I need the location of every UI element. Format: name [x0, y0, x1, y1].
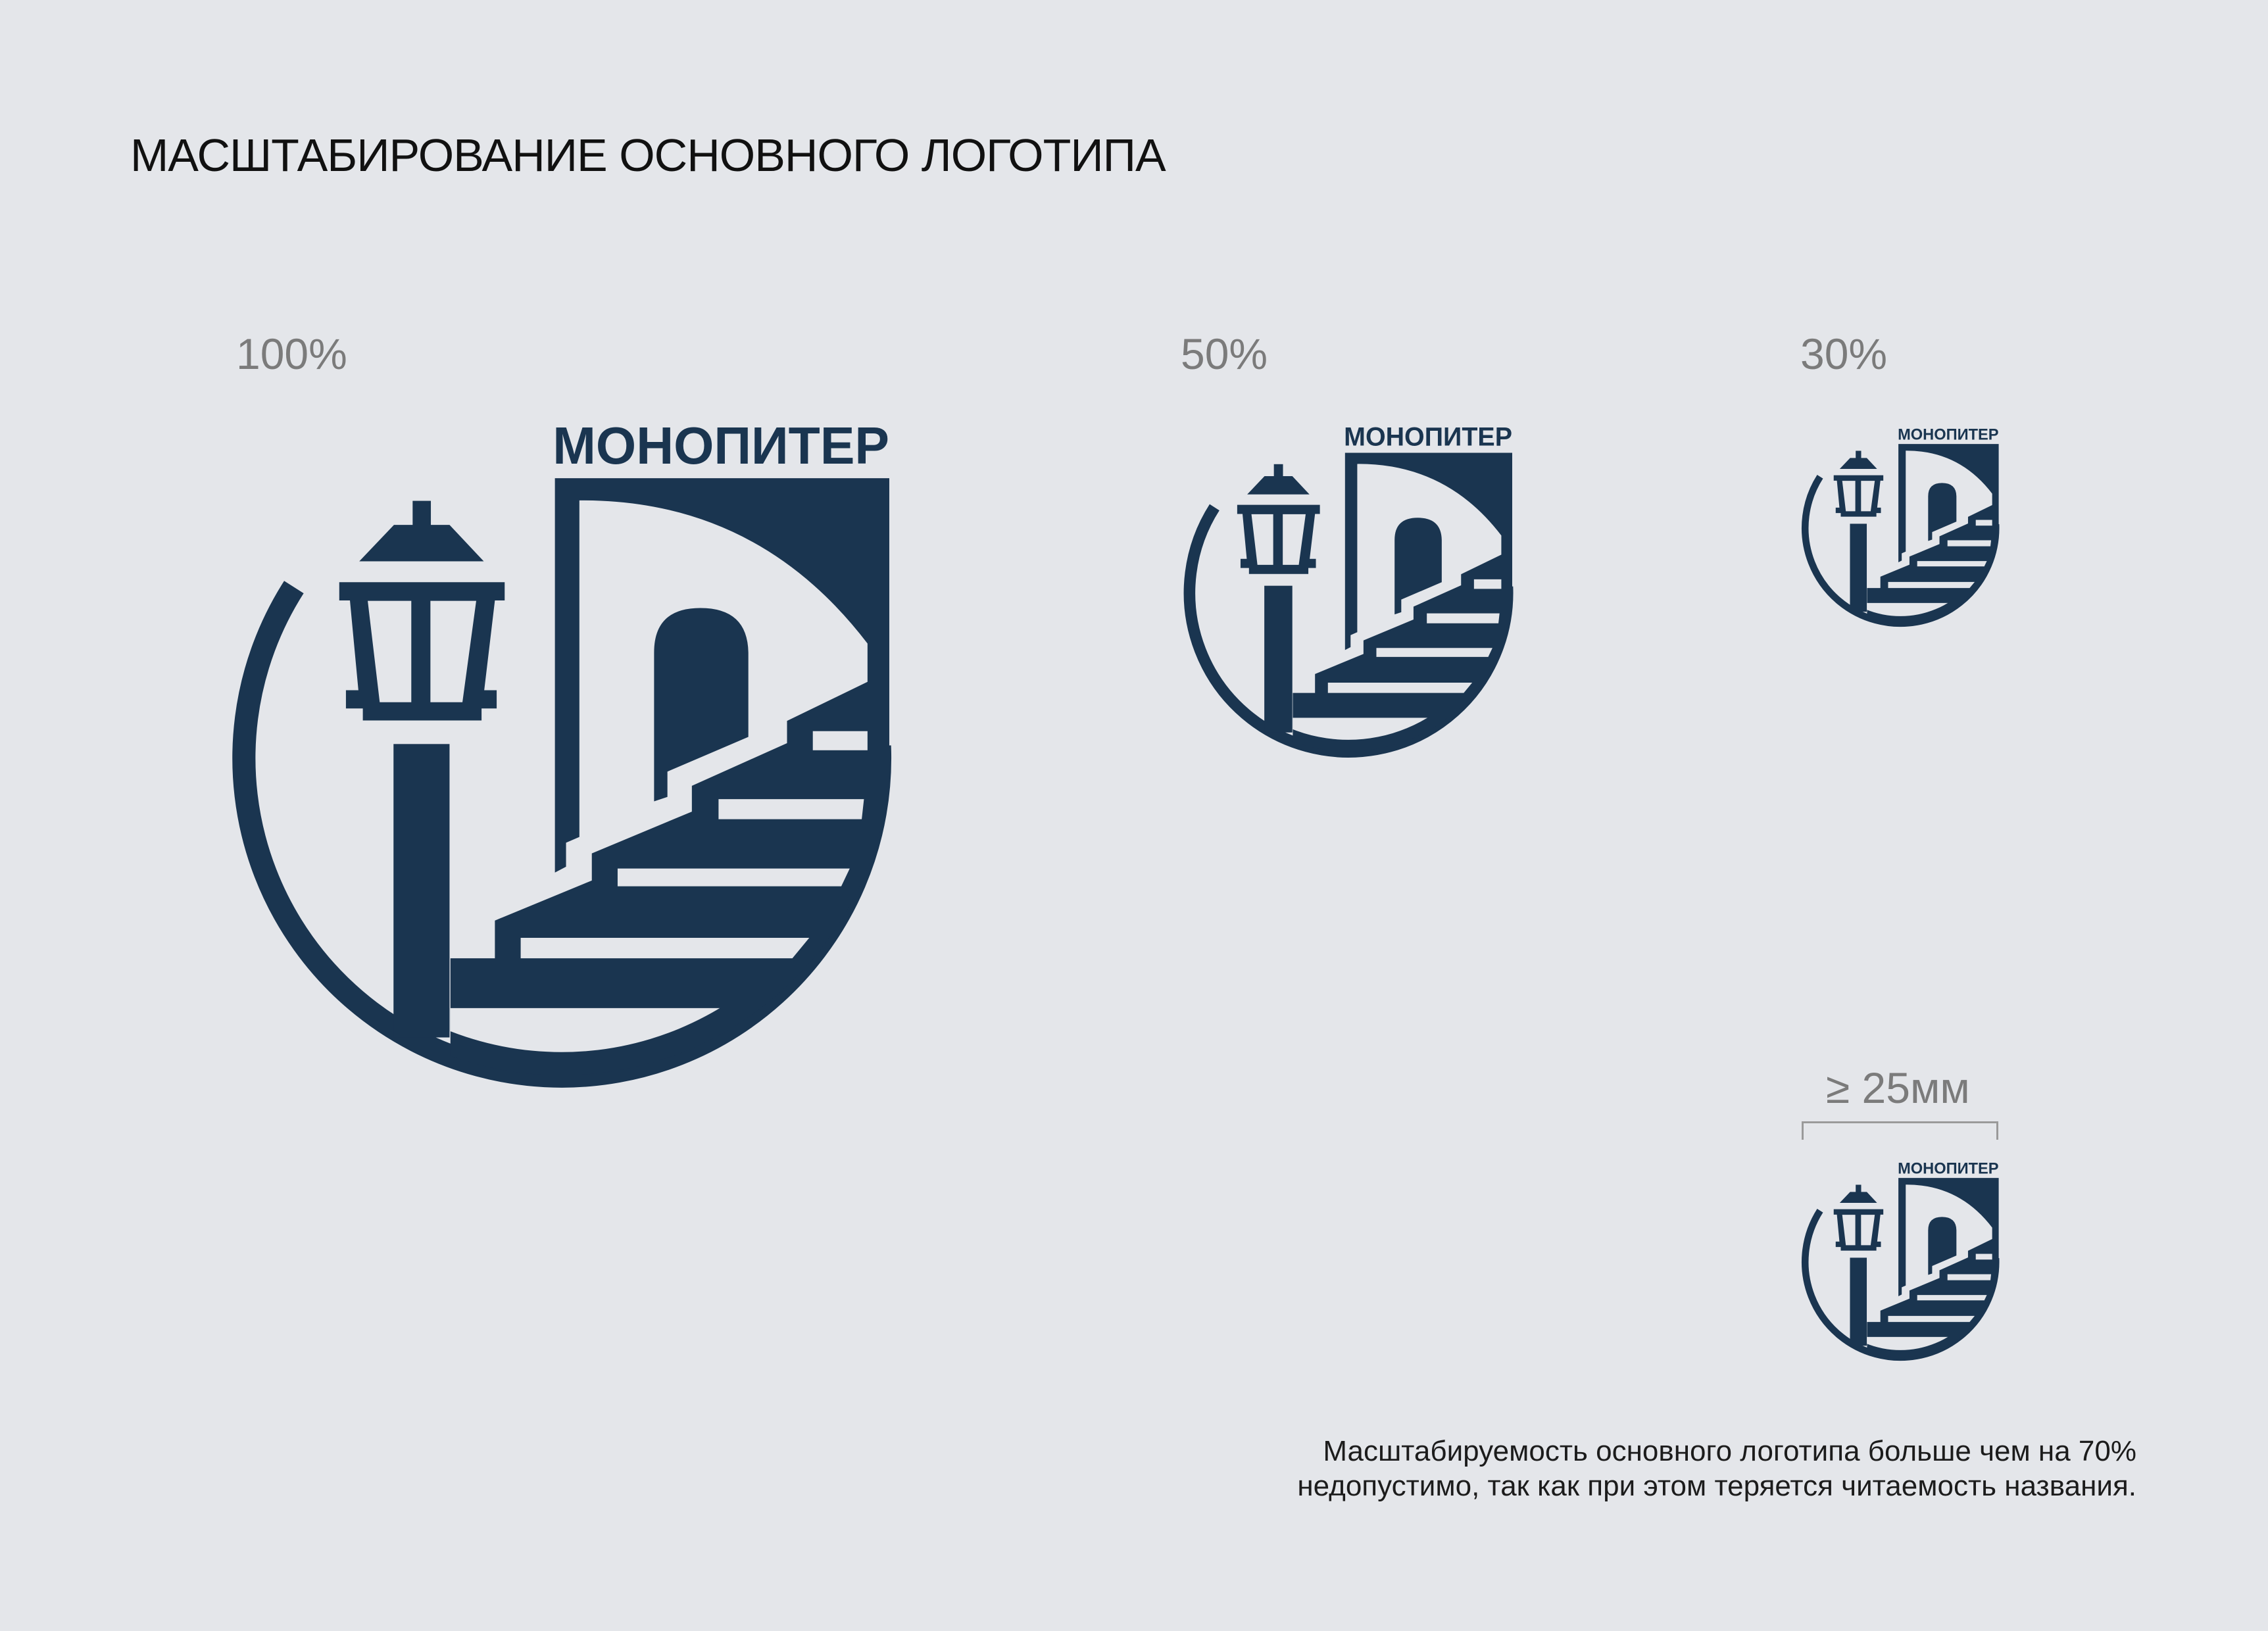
scale-label-100: 100%: [236, 329, 347, 378]
logo-min-size: [1799, 1153, 2008, 1382]
scaling-note: Масштабируемость основного логотипа боль…: [1297, 1434, 2136, 1503]
scale-label-30: 30%: [1800, 329, 1888, 378]
logo-30-percent: [1799, 419, 2008, 648]
logo-100-percent: [224, 395, 921, 1157]
scale-label-min-size: ≥ 25мм: [1826, 1063, 1970, 1112]
scaling-note-line-1: Масштабируемость основного логотипа боль…: [1323, 1435, 2136, 1467]
size-bracket: [1802, 1121, 1998, 1140]
page-title: МАСШТАБИРОВАНИЕ ОСНОВНОГО ЛОГОТИПА: [130, 130, 1166, 181]
logo-50-percent: [1179, 411, 1528, 792]
scaling-note-line-2: недопустимо, так как при этом теряется ч…: [1297, 1470, 2136, 1502]
scale-label-50: 50%: [1181, 329, 1268, 378]
